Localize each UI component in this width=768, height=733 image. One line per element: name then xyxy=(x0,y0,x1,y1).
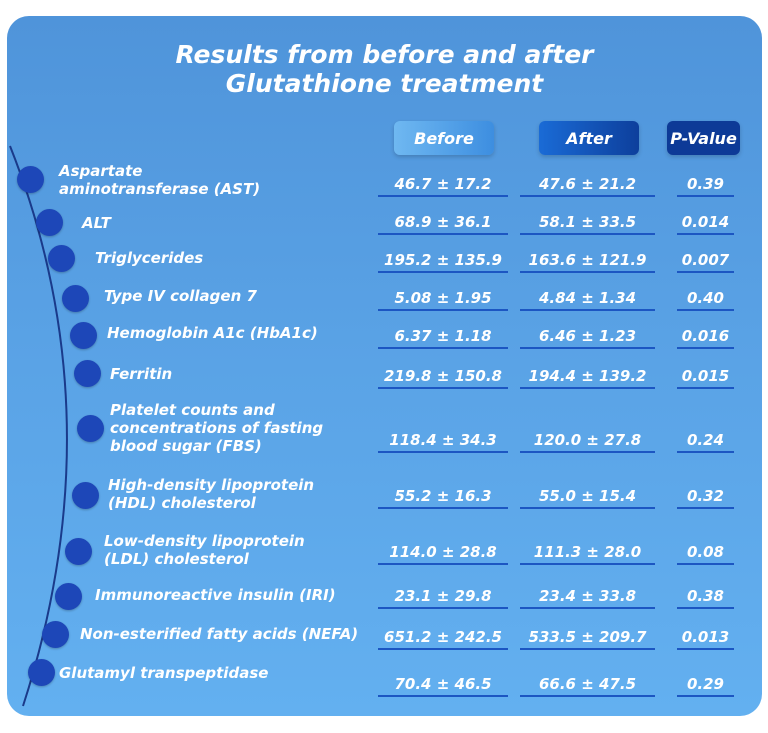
row-marker-dot xyxy=(70,322,97,349)
cell-before: 55.2 ± 16.3 xyxy=(378,485,508,509)
cell-after: 194.4 ± 139.2 xyxy=(520,365,655,389)
row-label: Ferritin xyxy=(110,365,173,383)
cell-after: 4.84 ± 1.34 xyxy=(520,287,655,311)
cell-before: 5.08 ± 1.95 xyxy=(378,287,508,311)
cell-p: 0.40 xyxy=(677,287,734,311)
cell-after: 58.1 ± 33.5 xyxy=(520,211,655,235)
cell-after: 163.6 ± 121.9 xyxy=(520,249,655,273)
row-marker-dot xyxy=(65,538,92,565)
row-marker-dot xyxy=(74,360,101,387)
results-card: Results from before and after Glutathion… xyxy=(7,16,762,716)
chart-title-line-2: Glutathione treatment xyxy=(225,69,544,98)
row-label: Platelet counts and concentrations of fa… xyxy=(110,401,324,455)
cell-p: 0.38 xyxy=(677,585,734,609)
row-marker-dot xyxy=(55,583,82,610)
cell-p: 0.29 xyxy=(677,673,734,697)
cell-before: 195.2 ± 135.9 xyxy=(378,249,508,273)
cell-after: 66.6 ± 47.5 xyxy=(520,673,655,697)
cell-p: 0.08 xyxy=(677,541,734,565)
row-label: Type IV collagen 7 xyxy=(104,287,257,305)
row-marker-dot xyxy=(77,415,104,442)
row-marker-dot xyxy=(28,659,55,686)
row-marker-dot xyxy=(48,245,75,272)
cell-p: 0.24 xyxy=(677,429,734,453)
cell-before: 23.1 ± 29.8 xyxy=(378,585,508,609)
cell-before: 651.2 ± 242.5 xyxy=(378,626,508,650)
column-header-p-value: P-Value xyxy=(667,121,740,155)
row-label: Aspartate aminotransferase (AST) xyxy=(59,162,261,198)
row-label: ALT xyxy=(82,214,111,232)
row-label: Immunoreactive insulin (IRI) xyxy=(95,586,336,604)
cell-p: 0.013 xyxy=(677,626,734,650)
cell-after: 111.3 ± 28.0 xyxy=(520,541,655,565)
row-label: Low-density lipoprotein (LDL) cholestero… xyxy=(104,532,305,568)
row-label: Glutamyl transpeptidase xyxy=(59,664,269,682)
row-label: Triglycerides xyxy=(95,249,204,267)
cell-before: 118.4 ± 34.3 xyxy=(378,429,508,453)
column-header-after: After xyxy=(539,121,639,155)
cell-after: 47.6 ± 21.2 xyxy=(520,173,655,197)
cell-after: 23.4 ± 33.8 xyxy=(520,585,655,609)
cell-p: 0.007 xyxy=(677,249,734,273)
cell-before: 70.4 ± 46.5 xyxy=(378,673,508,697)
chart-title-line-1: Results from before and after xyxy=(175,40,594,69)
cell-after: 55.0 ± 15.4 xyxy=(520,485,655,509)
cell-before: 114.0 ± 28.8 xyxy=(378,541,508,565)
column-header-before: Before xyxy=(394,121,494,155)
row-label: High-density lipoprotein (HDL) cholester… xyxy=(108,476,315,512)
cell-before: 219.8 ± 150.8 xyxy=(378,365,508,389)
cell-before: 6.37 ± 1.18 xyxy=(378,325,508,349)
cell-p: 0.39 xyxy=(677,173,734,197)
cell-before: 46.7 ± 17.2 xyxy=(378,173,508,197)
row-marker-dot xyxy=(62,285,89,312)
cell-before: 68.9 ± 36.1 xyxy=(378,211,508,235)
row-marker-dot xyxy=(72,482,99,509)
row-marker-dot xyxy=(36,209,63,236)
row-label: Non-esterified fatty acids (NEFA) xyxy=(80,625,359,643)
row-label: Hemoglobin A1c (HbA1c) xyxy=(107,324,318,342)
cell-p: 0.32 xyxy=(677,485,734,509)
cell-after: 6.46 ± 1.23 xyxy=(520,325,655,349)
cell-after: 533.5 ± 209.7 xyxy=(520,626,655,650)
cell-p: 0.016 xyxy=(677,325,734,349)
row-marker-dot xyxy=(17,166,44,193)
cell-p: 0.015 xyxy=(677,365,734,389)
cell-p: 0.014 xyxy=(677,211,734,235)
row-marker-dot xyxy=(42,621,69,648)
cell-after: 120.0 ± 27.8 xyxy=(520,429,655,453)
